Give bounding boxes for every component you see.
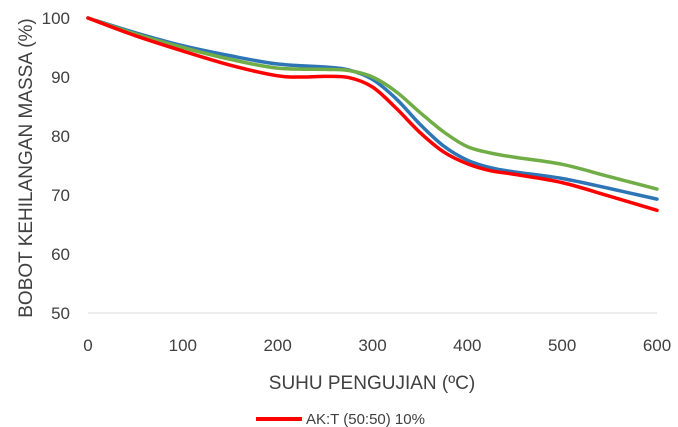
- series-lines: [86, 16, 659, 213]
- x-tick-label: 400: [453, 336, 481, 355]
- x-tick-label: 100: [169, 336, 197, 355]
- x-tick-label: 200: [263, 336, 291, 355]
- series-line-3: [86, 16, 659, 213]
- x-tick-label: 500: [548, 336, 576, 355]
- legend-label: AK:T (50:50) 10%: [306, 411, 425, 427]
- y-tick-label: 90: [51, 68, 70, 87]
- x-tick-label: 300: [358, 336, 386, 355]
- y-tick-label: 100: [42, 9, 70, 28]
- x-axis-ticks: 0 100 200 300 400 500 600: [83, 336, 671, 355]
- y-tick-label: 80: [51, 127, 70, 146]
- y-tick-label: 60: [51, 245, 70, 264]
- y-axis-title: BOBOT KEHILANGAN MASSA (%): [16, 18, 37, 318]
- series-line-2: [86, 16, 659, 191]
- legend: AK:T (50:50) 10%: [256, 411, 425, 427]
- y-tick-label: 50: [51, 304, 70, 323]
- y-axis-ticks: 50 60 70 80 90 100: [42, 9, 70, 323]
- y-tick-label: 70: [51, 186, 70, 205]
- series-line-1: [86, 16, 659, 201]
- x-tick-label: 600: [643, 336, 671, 355]
- x-axis-title: SUHU PENGUJIAN (ºC): [269, 373, 475, 394]
- x-tick-label: 0: [83, 336, 92, 355]
